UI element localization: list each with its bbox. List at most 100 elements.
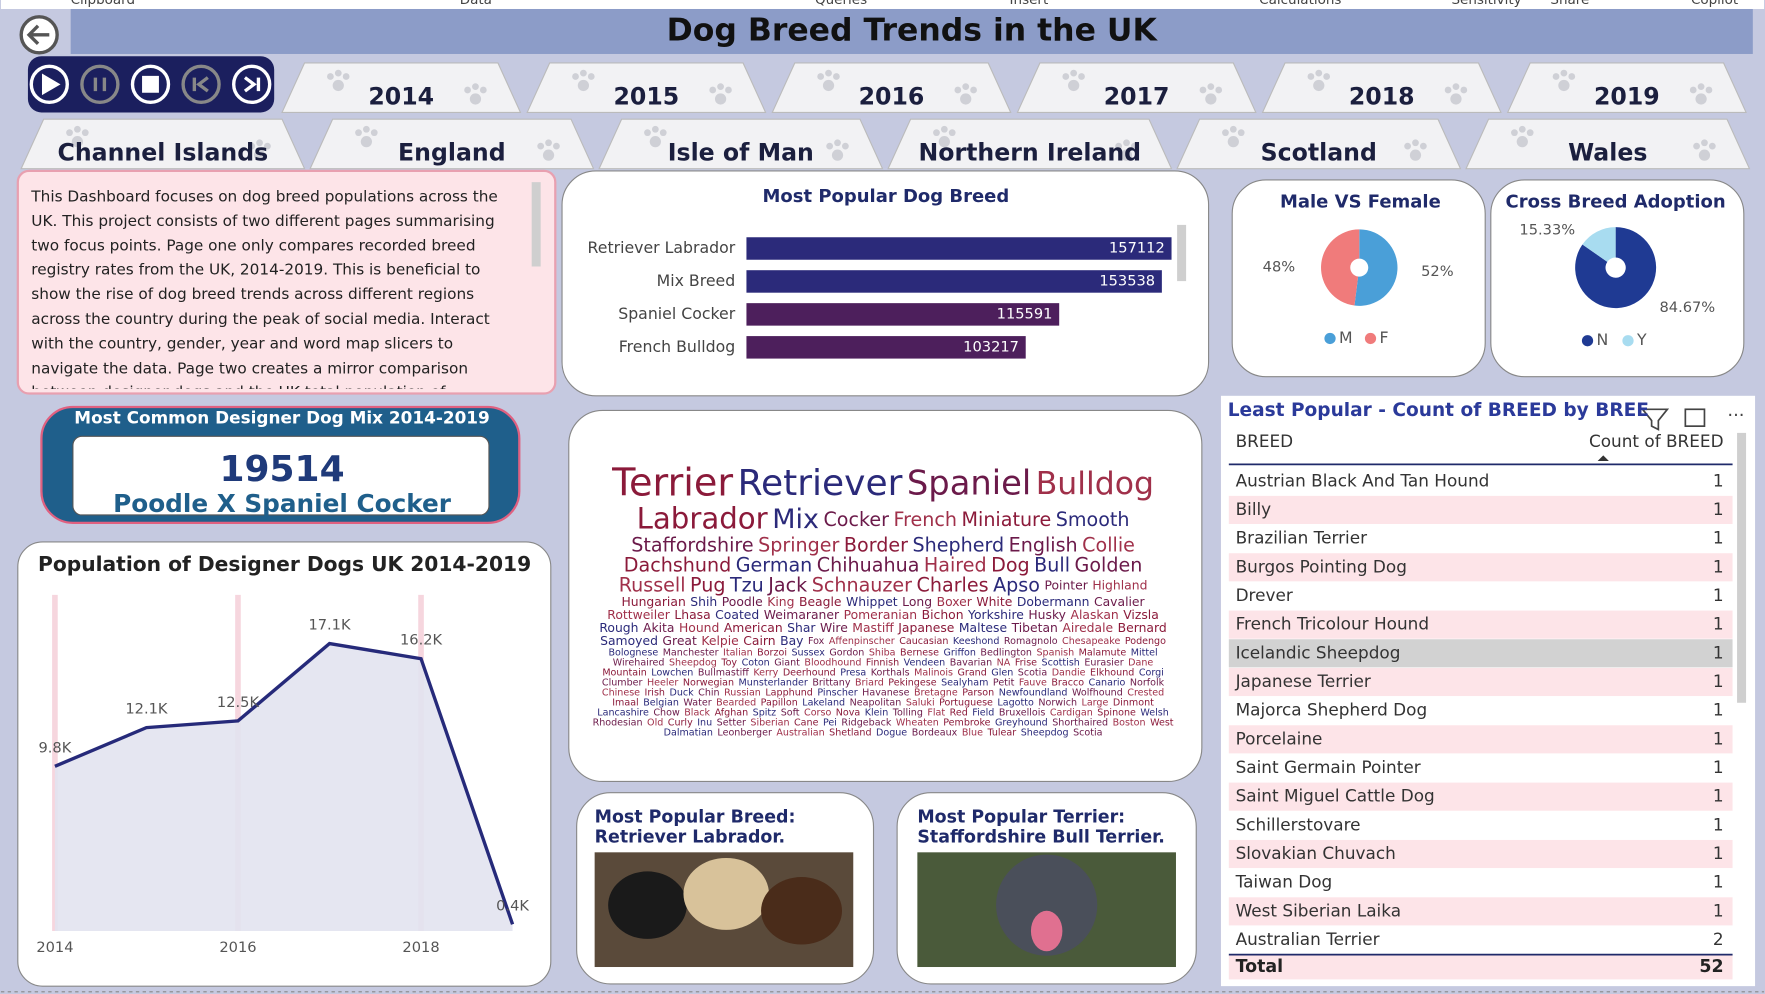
word[interactable]: White	[976, 595, 1012, 609]
word[interactable]: Yorkshire	[967, 608, 1024, 622]
word[interactable]: Rhodesian	[593, 718, 643, 729]
year-tab[interactable]	[771, 62, 1012, 114]
word[interactable]: Dinmont	[1113, 698, 1154, 709]
word[interactable]: Klein	[865, 708, 889, 719]
year-tab[interactable]	[1016, 62, 1257, 114]
year-tab-label[interactable]: 2017	[1104, 82, 1170, 110]
word[interactable]: Scotia	[1073, 728, 1102, 739]
word[interactable]: Wolfhound	[1072, 688, 1123, 699]
word[interactable]: Apso	[993, 573, 1040, 596]
word[interactable]: Staffordshire	[631, 533, 753, 556]
word[interactable]: NA	[997, 657, 1011, 668]
word[interactable]: Norwich	[1038, 698, 1077, 709]
word[interactable]: Black	[684, 708, 710, 719]
word[interactable]: Highland	[1092, 578, 1147, 592]
word[interactable]: Bichon	[922, 608, 964, 622]
word[interactable]: Mastiff	[852, 621, 894, 635]
back-button[interactable]	[19, 15, 59, 55]
word[interactable]: Norwegian	[683, 678, 734, 689]
region-tab[interactable]	[309, 118, 595, 170]
word[interactable]: Chesapeake	[1062, 636, 1120, 647]
word[interactable]: Belgian	[643, 698, 679, 709]
word[interactable]: Manchester	[663, 647, 719, 658]
word[interactable]: Akita	[643, 621, 674, 635]
word[interactable]: Great	[662, 634, 697, 648]
word[interactable]: Pekingese	[888, 678, 936, 689]
word[interactable]: Dogue	[876, 728, 907, 739]
table-row[interactable]	[1228, 696, 1733, 725]
word[interactable]: Corso	[804, 708, 831, 719]
word[interactable]: Dobermann	[1017, 595, 1090, 609]
word[interactable]: Griffon	[943, 647, 975, 658]
word[interactable]: Romagnolo	[1004, 636, 1058, 647]
word[interactable]: Scotia	[1018, 668, 1047, 679]
column-header[interactable]: Count of BREED	[1589, 431, 1724, 451]
region-tab-label[interactable]: Wales	[1568, 139, 1647, 167]
word[interactable]: Mittel	[1131, 647, 1158, 658]
word[interactable]: Toy	[720, 657, 737, 668]
region-tab-label[interactable]: England	[398, 139, 506, 167]
word[interactable]: Affenpinscher	[829, 636, 895, 647]
word[interactable]: Alaskan	[1070, 608, 1118, 622]
word[interactable]: Hungarian	[621, 595, 685, 609]
word[interactable]: Bavarian	[950, 657, 992, 668]
table-row[interactable]	[1228, 667, 1733, 697]
word[interactable]: Afghan	[715, 708, 749, 719]
table-row[interactable]	[1228, 782, 1733, 811]
word[interactable]: Cane	[794, 718, 819, 729]
word[interactable]: Nova	[836, 708, 860, 719]
column-header[interactable]: BREED	[1236, 431, 1294, 451]
word[interactable]: Glen	[991, 668, 1013, 679]
region-tab[interactable]	[1176, 118, 1462, 170]
word[interactable]: Frise	[1015, 657, 1037, 668]
word[interactable]: Grand	[958, 668, 987, 679]
word[interactable]: Saluki	[906, 698, 935, 709]
word[interactable]: Pinscher	[817, 688, 857, 699]
word[interactable]: Kelpie	[701, 634, 738, 648]
region-tab[interactable]	[1465, 118, 1751, 170]
word[interactable]: Greyhound	[995, 718, 1048, 729]
word[interactable]: Portuguese	[939, 698, 993, 709]
word[interactable]: Shiba	[869, 647, 896, 658]
word[interactable]: French	[893, 508, 957, 531]
player-button[interactable]	[232, 64, 272, 105]
word[interactable]: Cocker	[823, 508, 889, 531]
word[interactable]: German	[736, 553, 813, 576]
word[interactable]: Tolling	[892, 708, 923, 719]
word[interactable]: Duck	[669, 688, 694, 699]
word[interactable]: Old	[647, 718, 663, 729]
word[interactable]: Papillon	[761, 698, 798, 709]
word[interactable]: Dandie	[1052, 668, 1086, 679]
word[interactable]: Deerhound	[783, 668, 836, 679]
word[interactable]: Bay	[780, 634, 803, 648]
word[interactable]: Welsh	[1140, 708, 1168, 719]
table-row[interactable]	[1228, 753, 1733, 783]
word[interactable]: Presa	[840, 668, 866, 679]
word[interactable]: Bretagne	[914, 688, 958, 699]
region-tab-label[interactable]: Scotland	[1261, 139, 1377, 167]
word[interactable]: Coton	[742, 657, 770, 668]
word[interactable]: Kerry	[753, 668, 778, 679]
word[interactable]: Pug	[690, 573, 725, 596]
word[interactable]: Smooth	[1056, 508, 1130, 531]
word[interactable]: Tulear	[986, 728, 1016, 739]
word[interactable]: Curly	[668, 718, 693, 729]
table-row[interactable]	[1228, 553, 1733, 582]
table-row[interactable]	[1228, 610, 1733, 639]
word[interactable]: Chow	[653, 708, 680, 719]
region-tab-label[interactable]: Isle of Man	[668, 139, 814, 167]
word[interactable]: Petit	[993, 678, 1015, 689]
table-row[interactable]	[1228, 868, 1733, 897]
word[interactable]: Dane	[1128, 657, 1153, 668]
word[interactable]: Field	[972, 708, 994, 719]
word[interactable]: Canario	[1089, 678, 1126, 689]
word[interactable]: Dachshund	[624, 553, 731, 576]
word[interactable]: Fauve	[1019, 678, 1047, 689]
word[interactable]: Pembroke	[943, 718, 990, 729]
word[interactable]: Springer	[758, 533, 839, 556]
year-tab[interactable]	[1261, 62, 1502, 114]
word[interactable]: Russell	[619, 573, 686, 596]
player-button[interactable]	[80, 64, 120, 105]
word[interactable]: Korthals	[871, 668, 910, 679]
word[interactable]: Mix	[772, 504, 819, 535]
